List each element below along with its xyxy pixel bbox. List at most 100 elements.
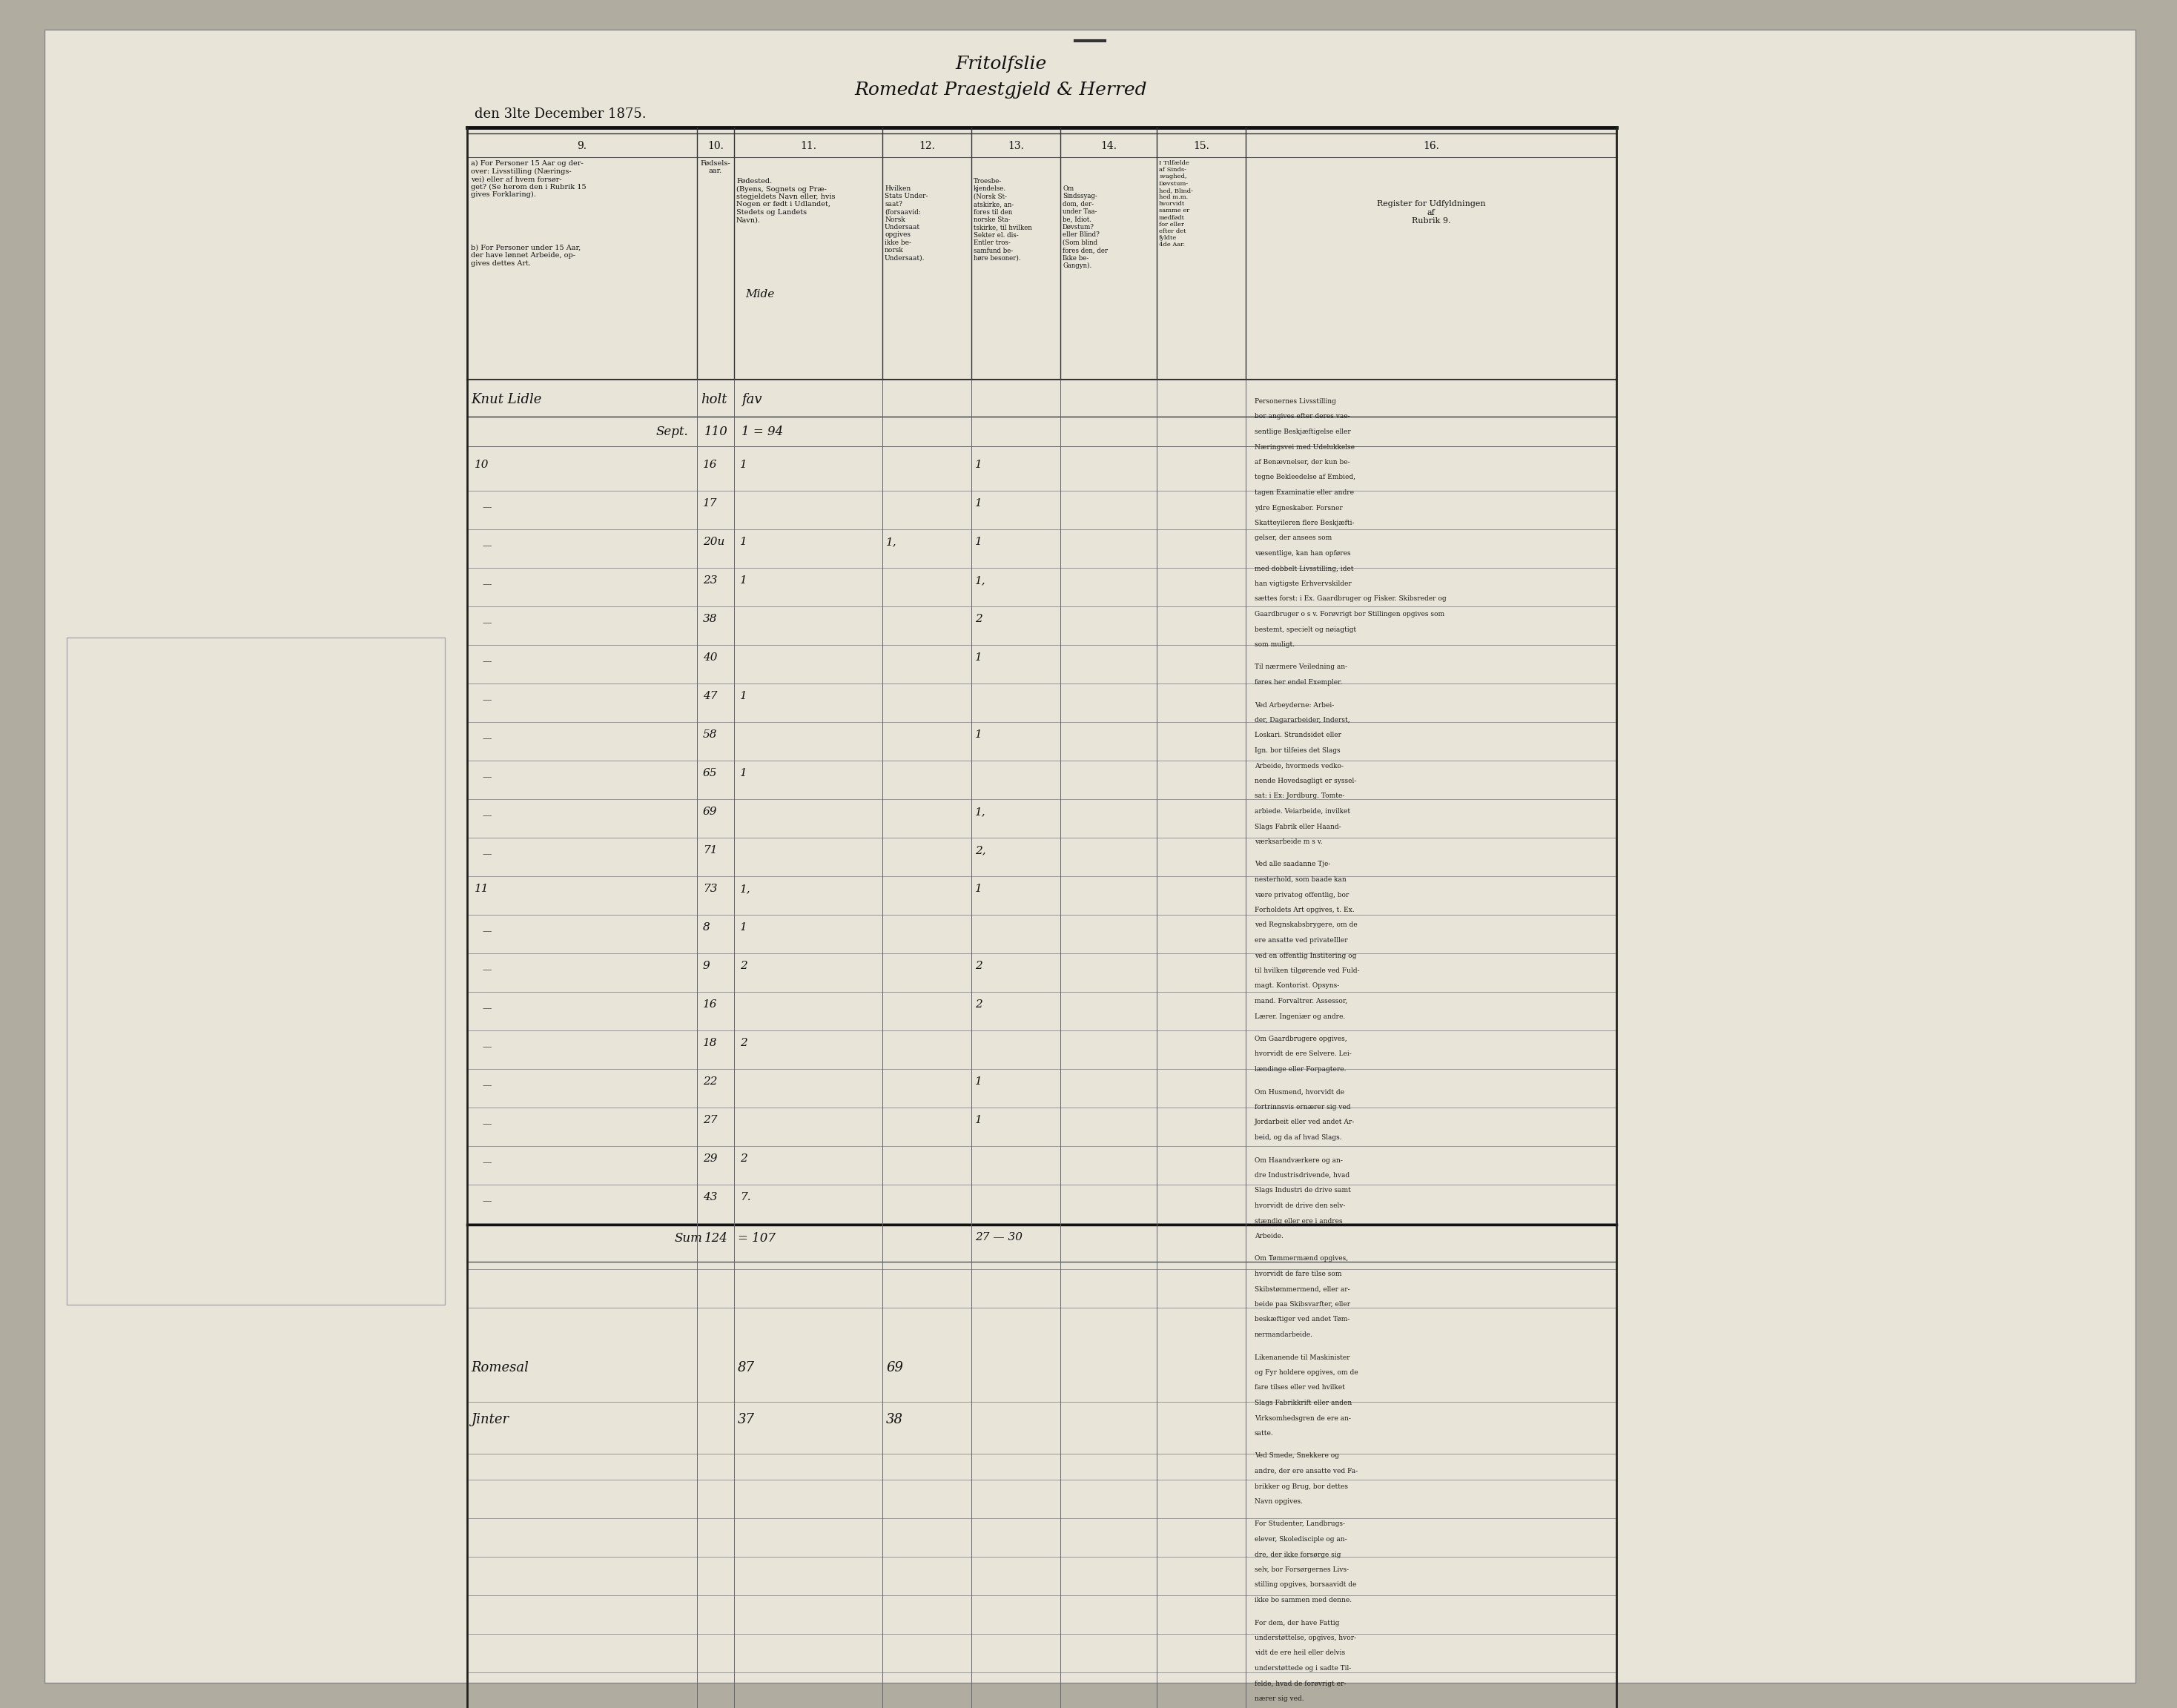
Text: 110: 110 xyxy=(705,425,727,439)
Text: 23: 23 xyxy=(703,576,718,586)
Text: bestemt, specielt og nøiagtigt: bestemt, specielt og nøiagtigt xyxy=(1254,627,1356,632)
Text: mand. Forvaltrer. Assessor,: mand. Forvaltrer. Assessor, xyxy=(1254,997,1348,1004)
Text: lændinge eller Forpagtere.: lændinge eller Forpagtere. xyxy=(1254,1066,1345,1073)
Text: bor angives efter deres vae-: bor angives efter deres vae- xyxy=(1254,413,1350,420)
Text: sentlige Beskjæftigelse eller: sentlige Beskjæftigelse eller xyxy=(1254,429,1350,436)
Text: —: — xyxy=(481,541,492,550)
Text: Næringsvei med Udelukkelse: Næringsvei med Udelukkelse xyxy=(1254,444,1354,451)
Text: Arbeide, hvormeds vedko-: Arbeide, hvormeds vedko- xyxy=(1254,762,1343,769)
Text: 13.: 13. xyxy=(1008,140,1023,152)
Text: arbiede. Veiarbeide, invilket: arbiede. Veiarbeide, invilket xyxy=(1254,808,1350,815)
Text: Personernes Livsstilling: Personernes Livsstilling xyxy=(1254,398,1337,405)
Text: beskæftiger ved andet Tøm-: beskæftiger ved andet Tøm- xyxy=(1254,1317,1350,1324)
Text: 2: 2 xyxy=(740,1038,747,1049)
Text: —: — xyxy=(481,1042,492,1052)
Text: 8: 8 xyxy=(703,922,710,933)
Text: Hvilken
Stats Under-
saat?
(forsaavid:
Norsk
Undersaat
opgives
ikke be-
norsk
Un: Hvilken Stats Under- saat? (forsaavid: N… xyxy=(884,186,927,261)
Text: Gaardbruger o s v. Forøvrigt bor Stillingen opgives som: Gaardbruger o s v. Forøvrigt bor Stillin… xyxy=(1254,611,1446,618)
Text: af Benævnelser, der kun be-: af Benævnelser, der kun be- xyxy=(1254,459,1350,466)
Text: 2: 2 xyxy=(975,999,982,1009)
Text: 18: 18 xyxy=(703,1038,718,1049)
Text: holt: holt xyxy=(701,393,727,407)
Text: 10: 10 xyxy=(475,459,490,470)
Text: —: — xyxy=(481,658,492,666)
Text: ikke bo sammen med denne.: ikke bo sammen med denne. xyxy=(1254,1597,1352,1604)
Text: 17: 17 xyxy=(703,499,718,509)
Text: 1: 1 xyxy=(975,536,982,547)
Text: ved Regnskabsbrygere, om de: ved Regnskabsbrygere, om de xyxy=(1254,922,1358,929)
Text: —: — xyxy=(481,1004,492,1013)
Text: 29: 29 xyxy=(703,1153,718,1163)
Text: 9: 9 xyxy=(703,960,710,972)
Text: For dem, der have Fattig: For dem, der have Fattig xyxy=(1254,1619,1339,1626)
Text: være privatog offentlig, bor: være privatog offentlig, bor xyxy=(1254,892,1350,898)
Text: Loskari. Strandsidet eller: Loskari. Strandsidet eller xyxy=(1254,733,1341,740)
Text: magt. Kontorist. Opsyns-: magt. Kontorist. Opsyns- xyxy=(1254,982,1339,989)
Text: Fødsels-
aar.: Fødsels- aar. xyxy=(701,161,731,174)
Text: —: — xyxy=(481,927,492,936)
Text: 9.: 9. xyxy=(577,140,588,152)
Text: Skibstømmermend, eller ar-: Skibstømmermend, eller ar- xyxy=(1254,1286,1350,1293)
Text: Skatteyileren flere Beskjæfti-: Skatteyileren flere Beskjæfti- xyxy=(1254,519,1354,526)
Text: 87: 87 xyxy=(738,1361,755,1375)
Text: 16.: 16. xyxy=(1424,140,1439,152)
Text: Slags Fabrikkrift eller anden: Slags Fabrikkrift eller anden xyxy=(1254,1399,1352,1406)
Text: Slags Fabrik eller Haand-: Slags Fabrik eller Haand- xyxy=(1254,823,1341,830)
Text: 1: 1 xyxy=(740,576,747,586)
Text: felde, hvad de forøvrigt er-: felde, hvad de forøvrigt er- xyxy=(1254,1681,1345,1688)
Text: fare tilses eller ved hvilket: fare tilses eller ved hvilket xyxy=(1254,1385,1345,1390)
Text: som muligt.: som muligt. xyxy=(1254,640,1295,647)
Text: Om Haandværkere og an-: Om Haandværkere og an- xyxy=(1254,1156,1343,1163)
Text: Virksomhedsgren de ere an-: Virksomhedsgren de ere an- xyxy=(1254,1414,1352,1421)
Text: 1: 1 xyxy=(975,1076,982,1086)
Text: Om Tømmermænd opgives,: Om Tømmermænd opgives, xyxy=(1254,1255,1348,1262)
Text: tegne Bekleedelse af Embied,: tegne Bekleedelse af Embied, xyxy=(1254,475,1356,480)
Text: 71: 71 xyxy=(703,845,718,856)
Text: beid, og da af hvad Slags.: beid, og da af hvad Slags. xyxy=(1254,1134,1341,1141)
Text: Sept.: Sept. xyxy=(655,425,688,439)
Text: understøttelse, opgives, hvor-: understøttelse, opgives, hvor- xyxy=(1254,1635,1356,1641)
Text: 1: 1 xyxy=(975,652,982,663)
Text: 27 — 30: 27 — 30 xyxy=(975,1231,1023,1242)
Text: vidt de ere heil eller delvis: vidt de ere heil eller delvis xyxy=(1254,1650,1345,1657)
Text: 38: 38 xyxy=(703,613,718,623)
Text: 20u: 20u xyxy=(703,536,725,547)
Text: 38: 38 xyxy=(886,1413,903,1426)
Text: 69: 69 xyxy=(703,806,718,816)
Text: Om
Sindssyag-
dom, der-
under Taa-
be, Idiot.
Døvstum?
eller Blind?
(Som blind
f: Om Sindssyag- dom, der- under Taa- be, I… xyxy=(1062,186,1108,270)
Text: 2,: 2, xyxy=(975,845,986,856)
Text: 43: 43 xyxy=(703,1192,718,1202)
Text: sat: i Ex: Jordburg. Tomte-: sat: i Ex: Jordburg. Tomte- xyxy=(1254,793,1345,799)
Text: Ign. bor tilfeies det Slags: Ign. bor tilfeies det Slags xyxy=(1254,748,1341,753)
Text: 12.: 12. xyxy=(919,140,934,152)
Text: Slags Industri de drive samt: Slags Industri de drive samt xyxy=(1254,1187,1352,1194)
Text: For Studenter, Landbrugs-: For Studenter, Landbrugs- xyxy=(1254,1520,1345,1527)
Text: Romedat Praestgjeld & Herred: Romedat Praestgjeld & Herred xyxy=(856,82,1147,99)
Text: Jordarbeit eller ved andet Ar-: Jordarbeit eller ved andet Ar- xyxy=(1254,1119,1354,1126)
Text: ydre Egneskaber. Forsner: ydre Egneskaber. Forsner xyxy=(1254,504,1343,511)
Text: fav: fav xyxy=(742,393,762,407)
Text: —: — xyxy=(481,772,492,782)
Text: beide paa Skibsvarfter, eller: beide paa Skibsvarfter, eller xyxy=(1254,1301,1350,1308)
Text: a) For Personer 15 Aar og der-
over: Livsstilling (Nærings-
vei) eller af hvem f: a) For Personer 15 Aar og der- over: Liv… xyxy=(470,161,586,198)
Text: Mide: Mide xyxy=(745,289,775,299)
Text: 1: 1 xyxy=(975,729,982,740)
Text: 2: 2 xyxy=(975,960,982,972)
Text: —: — xyxy=(481,695,492,705)
Text: 15.: 15. xyxy=(1193,140,1208,152)
Text: den 3lte December 1875.: den 3lte December 1875. xyxy=(475,108,647,121)
Text: ere ansatte ved privateIller: ere ansatte ved privateIller xyxy=(1254,938,1348,945)
Text: 22: 22 xyxy=(703,1076,718,1086)
Text: 1: 1 xyxy=(975,499,982,509)
Text: 1: 1 xyxy=(740,692,747,702)
Text: Ved Arbeyderne: Arbei-: Ved Arbeyderne: Arbei- xyxy=(1254,702,1335,709)
Text: 1: 1 xyxy=(975,1115,982,1126)
Text: —: — xyxy=(481,579,492,589)
Text: dre, der ikke forsørge sig: dre, der ikke forsørge sig xyxy=(1254,1551,1341,1558)
Text: 1,: 1, xyxy=(740,883,751,893)
Text: værksarbeide m s v.: værksarbeide m s v. xyxy=(1254,839,1324,845)
Text: 1: 1 xyxy=(740,769,747,779)
Text: 1: 1 xyxy=(740,459,747,470)
Text: Forholdets Art opgives, t. Ex.: Forholdets Art opgives, t. Ex. xyxy=(1254,907,1354,914)
Text: 73: 73 xyxy=(703,883,718,893)
